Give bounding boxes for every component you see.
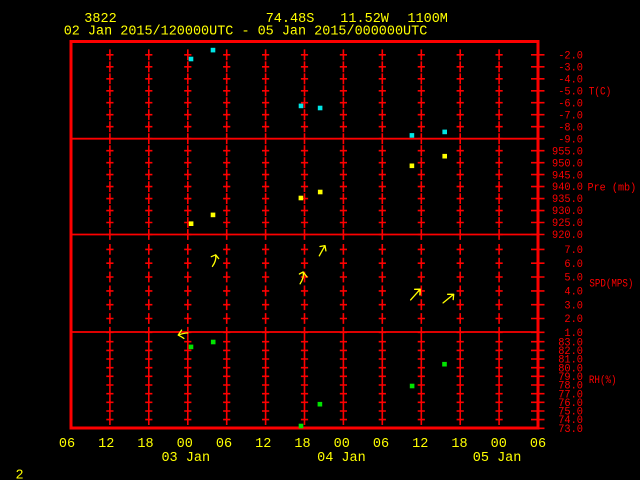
- svg-text:12: 12: [412, 437, 428, 452]
- svg-text:06: 06: [216, 437, 232, 452]
- svg-text:940.0: 940.0: [552, 182, 583, 194]
- svg-text:-2.0: -2.0: [558, 50, 583, 62]
- svg-text:925.0: 925.0: [552, 218, 583, 230]
- svg-text:-5.0: -5.0: [558, 86, 583, 98]
- svg-text:Pre (mb): Pre (mb): [588, 183, 637, 195]
- svg-text:00: 00: [491, 437, 507, 452]
- svg-text:-6.0: -6.0: [558, 98, 583, 110]
- svg-text:82.0: 82.0: [558, 346, 583, 358]
- svg-text:4.0: 4.0: [564, 286, 583, 298]
- svg-text:1.0: 1.0: [564, 328, 583, 340]
- svg-text:73.0: 73.0: [558, 424, 583, 436]
- svg-text:935.0: 935.0: [552, 194, 583, 206]
- svg-text:83.0: 83.0: [558, 337, 583, 349]
- svg-text:SPD(MPS): SPD(MPS): [589, 279, 633, 291]
- svg-text:7.0: 7.0: [564, 245, 583, 257]
- svg-text:74.0: 74.0: [558, 415, 583, 427]
- svg-text:-8.0: -8.0: [558, 122, 583, 134]
- svg-text:930.0: 930.0: [552, 206, 583, 218]
- svg-text:T(C): T(C): [589, 86, 612, 98]
- svg-text:-3.0: -3.0: [558, 62, 583, 74]
- svg-text:06: 06: [373, 437, 389, 452]
- svg-text:2: 2: [16, 468, 24, 480]
- svg-text:11.52W: 11.52W: [340, 12, 390, 27]
- svg-text:-4.0: -4.0: [558, 74, 583, 86]
- svg-text:03 Jan: 03 Jan: [161, 451, 210, 466]
- svg-text:77.0: 77.0: [558, 389, 583, 401]
- svg-text:-9.0: -9.0: [558, 134, 583, 146]
- svg-text:12: 12: [255, 437, 271, 452]
- svg-text:00: 00: [177, 437, 193, 452]
- svg-text:18: 18: [294, 437, 310, 452]
- svg-text:5.0: 5.0: [564, 273, 583, 285]
- svg-text:955.0: 955.0: [552, 146, 583, 158]
- svg-text:06: 06: [530, 437, 546, 452]
- svg-text:80.0: 80.0: [558, 363, 583, 375]
- svg-text:6.0: 6.0: [564, 259, 583, 271]
- svg-text:18: 18: [451, 437, 467, 452]
- svg-text:76.0: 76.0: [558, 398, 583, 410]
- svg-text:945.0: 945.0: [552, 170, 583, 182]
- svg-text:2.0: 2.0: [564, 314, 583, 326]
- svg-text:12: 12: [98, 437, 114, 452]
- svg-text:78.0: 78.0: [558, 381, 583, 393]
- svg-text:04 Jan: 04 Jan: [317, 451, 366, 466]
- svg-text:18: 18: [137, 437, 153, 452]
- svg-text:74.48S: 74.48S: [266, 12, 315, 27]
- svg-text:79.0: 79.0: [558, 372, 583, 384]
- svg-text:3822: 3822: [84, 12, 116, 27]
- svg-text:-7.0: -7.0: [558, 110, 583, 122]
- svg-text:950.0: 950.0: [552, 158, 583, 170]
- svg-text:3.0: 3.0: [564, 300, 583, 312]
- svg-text:RH(%): RH(%): [589, 375, 617, 387]
- svg-text:75.0: 75.0: [558, 407, 583, 419]
- svg-text:05 Jan: 05 Jan: [473, 451, 522, 466]
- svg-text:1100M: 1100M: [407, 12, 448, 27]
- svg-text:06: 06: [59, 437, 75, 452]
- svg-text:00: 00: [334, 437, 350, 452]
- svg-text:920.0: 920.0: [552, 230, 583, 242]
- svg-text:02 Jan 2015/120000UTC - 05 Jan: 02 Jan 2015/120000UTC - 05 Jan 2015/0000…: [64, 25, 428, 40]
- svg-text:81.0: 81.0: [558, 355, 583, 367]
